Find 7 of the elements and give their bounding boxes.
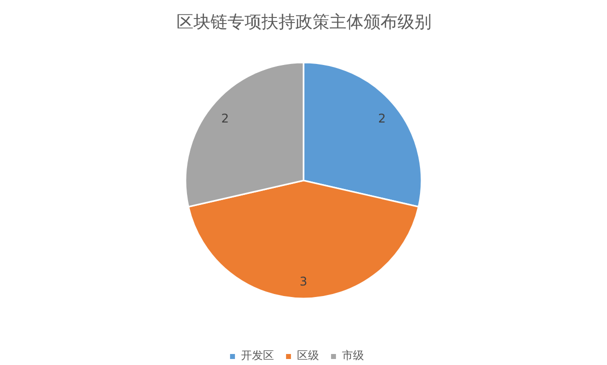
- legend-label: 市级: [342, 348, 364, 363]
- data-label: 2: [378, 111, 386, 126]
- legend-label: 开发区: [241, 348, 274, 363]
- data-label: 2: [221, 111, 229, 126]
- chart-title: 区块链专项扶持政策主体颁布级别: [176, 12, 432, 32]
- legend-label: 区级: [297, 348, 319, 363]
- data-label: 3: [300, 274, 308, 288]
